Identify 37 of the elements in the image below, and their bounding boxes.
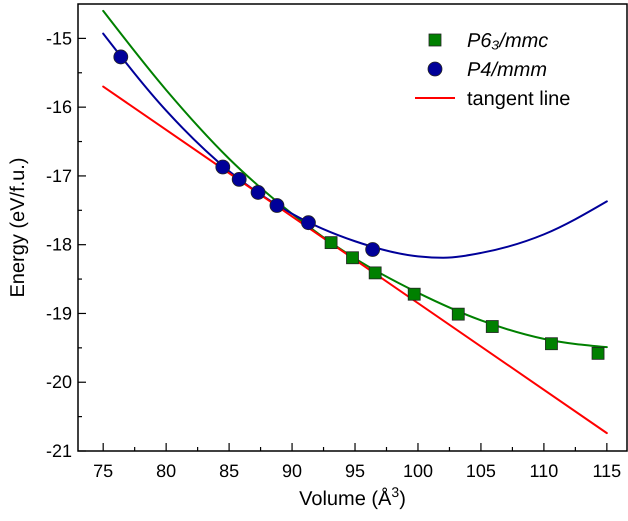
x-tick-label: 95 — [345, 461, 366, 481]
legend-label: P4/mmm — [467, 59, 547, 81]
y-tick-label: -21 — [46, 441, 72, 461]
y-tick-label: -18 — [46, 234, 72, 255]
legend-label: tangent line — [467, 88, 570, 110]
x-tick-label: 90 — [282, 461, 302, 481]
point — [368, 266, 382, 280]
x-tick-label: 110 — [530, 461, 558, 481]
y-tick-label: -15 — [46, 28, 72, 48]
y-tick-label: -19 — [46, 303, 72, 324]
y-axis-title: Energy (eV/f.u.) — [7, 157, 29, 298]
point — [592, 346, 604, 360]
point — [232, 172, 247, 187]
point — [408, 288, 421, 301]
x-tick-label: 105 — [466, 461, 496, 481]
x-tick-label: 100 — [402, 461, 433, 481]
point — [301, 215, 316, 230]
point — [113, 50, 128, 64]
line-series — [102, 32, 608, 259]
legend-label: P6₃/mmc — [467, 30, 548, 52]
y-tick-label: -16 — [46, 97, 72, 118]
y-tick-label: -20 — [46, 372, 72, 392]
x-axis-title: Volume (Å$^{3}$) — [299, 484, 406, 510]
y-tick-label: -17 — [46, 166, 72, 186]
point — [486, 320, 499, 333]
point — [452, 308, 465, 321]
x-tick-label: 75 — [93, 461, 114, 481]
x-tick-label: 80 — [156, 461, 176, 481]
point — [324, 236, 338, 250]
point — [346, 251, 359, 264]
point — [365, 242, 380, 257]
point — [250, 185, 266, 200]
point — [545, 337, 558, 350]
point — [215, 160, 230, 174]
x-tick-label: 85 — [219, 461, 240, 481]
x-tick-label: 115 — [592, 461, 622, 481]
point — [270, 198, 284, 213]
